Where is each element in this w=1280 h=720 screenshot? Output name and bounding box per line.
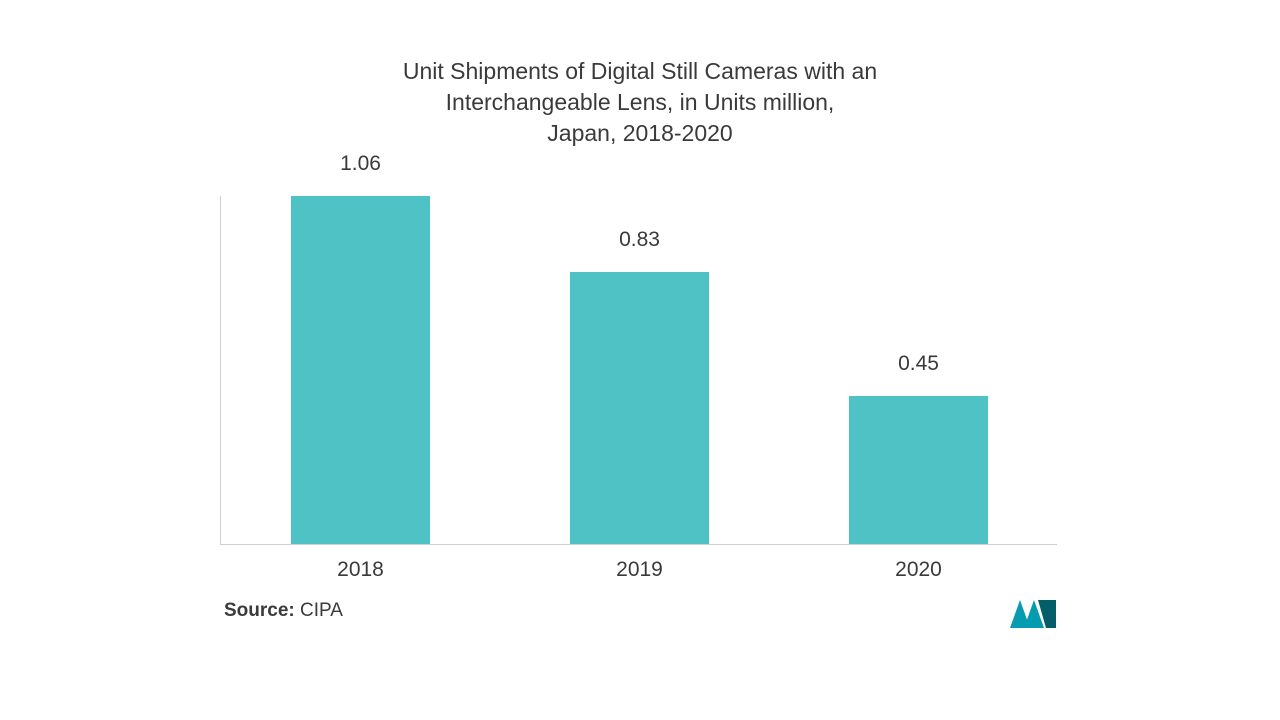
source-value: CIPA xyxy=(300,600,343,621)
source-label: Source: xyxy=(224,600,295,621)
bar xyxy=(570,272,709,544)
bar-value-label: 0.83 xyxy=(619,228,660,252)
bar xyxy=(291,196,430,544)
bar-category-label: 2019 xyxy=(616,558,663,582)
chart-title-line: Interchangeable Lens, in Units million, xyxy=(0,87,1280,118)
chart-title-line: Japan, 2018-2020 xyxy=(0,118,1280,149)
bar-value-label: 0.45 xyxy=(898,352,939,376)
chart-title: Unit Shipments of Digital Still Cameras … xyxy=(0,56,1280,149)
bar-category-label: 2018 xyxy=(337,558,384,582)
chart-canvas: Unit Shipments of Digital Still Cameras … xyxy=(0,0,1280,720)
bar-value-label: 1.06 xyxy=(340,152,381,176)
bar-category-label: 2020 xyxy=(895,558,942,582)
bar xyxy=(849,396,988,544)
source-attribution: Source: CIPA xyxy=(224,600,343,622)
brand-logo xyxy=(1010,600,1056,628)
chart-title-line: Unit Shipments of Digital Still Cameras … xyxy=(0,56,1280,87)
plot-area: 1.0620180.8320190.452020 xyxy=(220,196,1057,545)
